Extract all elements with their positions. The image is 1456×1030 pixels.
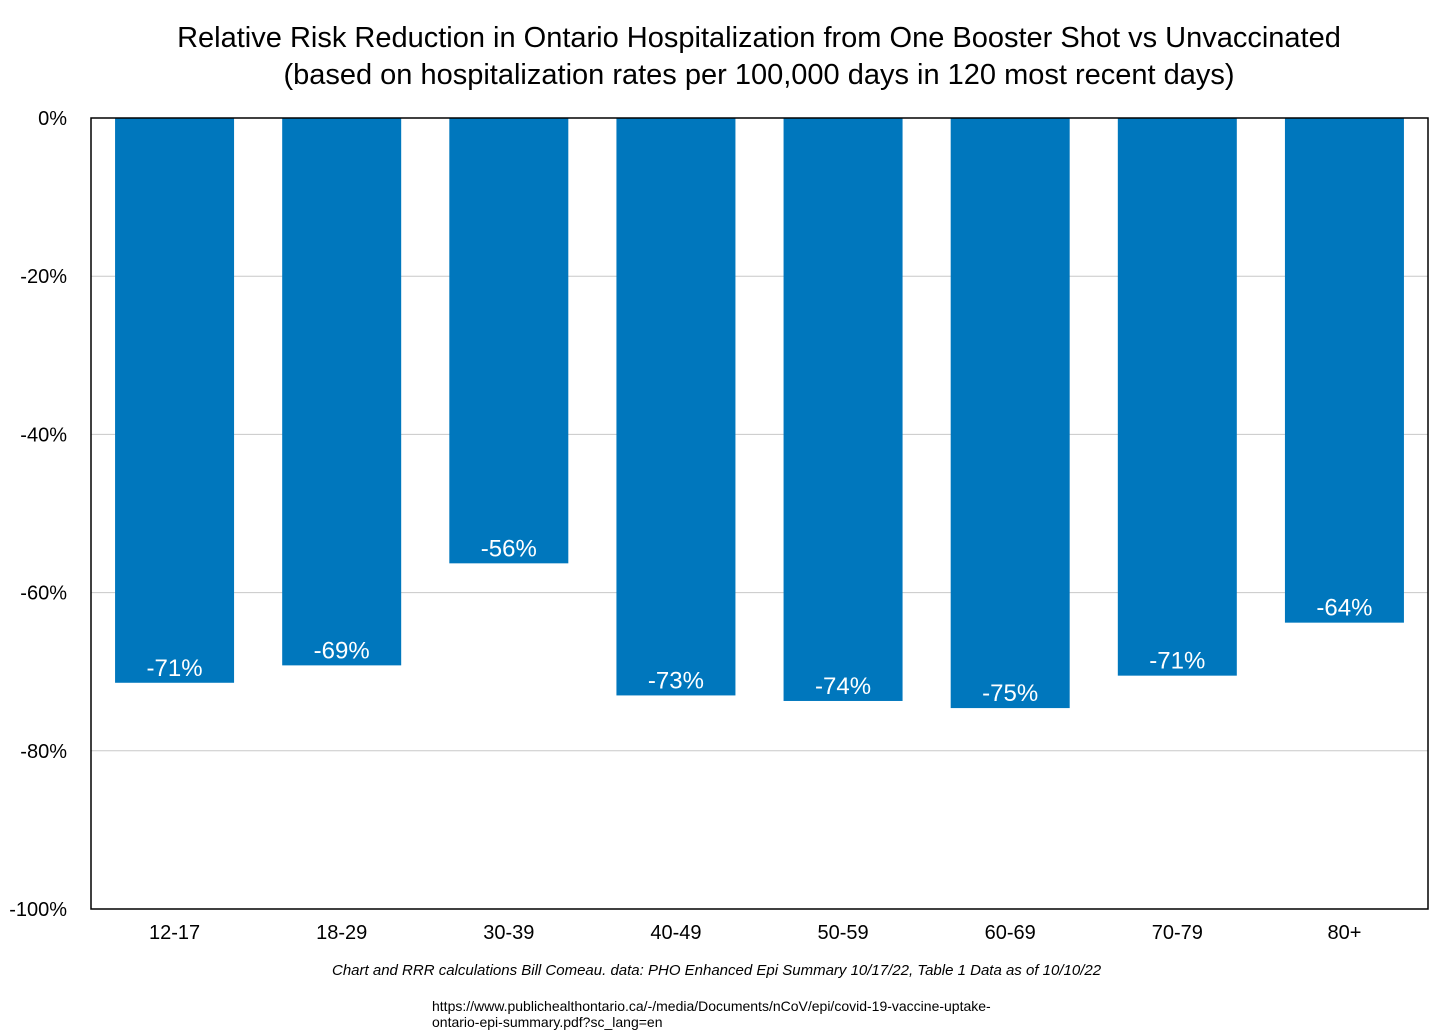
source-url: https://www.publichealthontario.ca/-/med… [432,998,991,1030]
data-label: -71% [147,655,203,682]
x-tick-label: 18-29 [316,922,367,944]
x-tick-label: 80+ [1327,922,1361,944]
data-label: -69% [314,637,370,664]
bar [950,118,1070,709]
y-tick-label: 0% [38,108,67,130]
x-tick-label: 30-39 [483,922,534,944]
x-tick-label: 70-79 [1152,922,1203,944]
y-tick-label: -60% [20,583,67,605]
y-tick-label: -100% [9,899,67,921]
data-label: -73% [648,667,704,694]
chart-footnote: Chart and RRR calculations Bill Comeau. … [332,962,1102,979]
bar [115,118,235,683]
bar [1284,118,1404,623]
bar [783,118,903,701]
bar [449,118,569,564]
chart-title: Relative Risk Reduction in Ontario Hospi… [177,22,1341,54]
source-url-line-1: https://www.publichealthontario.ca/-/med… [432,998,991,1014]
data-label: -64% [1316,595,1372,622]
chart-subtitle: (based on hospitalization rates per 100,… [283,59,1235,91]
bar [1117,118,1237,676]
data-label: -56% [481,535,537,562]
plot-frame [90,117,1429,910]
data-label: -75% [982,680,1038,707]
y-tick-label: -80% [20,741,67,763]
x-tick-label: 50-59 [817,922,868,944]
y-tick-label: -40% [20,424,67,446]
source-url-line-2: ontario-epi-summary.pdf?sc_lang=en [432,1014,663,1030]
y-tick-label: -20% [20,266,67,288]
x-tick-label: 40-49 [650,922,701,944]
data-label: -71% [1149,648,1205,675]
data-label: -74% [815,673,871,700]
x-tick-label: 60-69 [985,922,1036,944]
bar [616,118,736,696]
x-tick-label: 12-17 [149,922,200,944]
bar [282,118,402,666]
